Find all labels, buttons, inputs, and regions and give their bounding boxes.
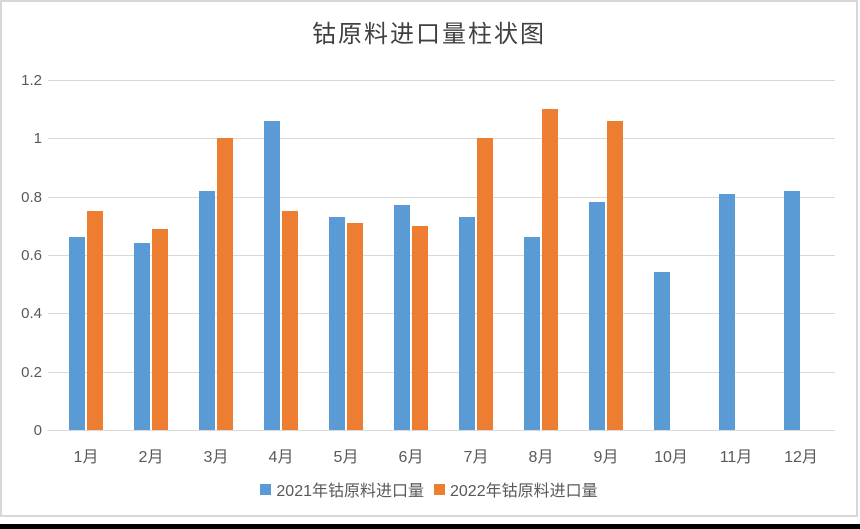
legend-swatch-icon bbox=[260, 483, 272, 495]
legend-swatch-icon bbox=[434, 483, 445, 495]
legend-label: 2021年钴原料进口量 bbox=[276, 483, 424, 500]
window-bottom-edge bbox=[0, 524, 860, 529]
chart-legend: 2021年钴原料进口量 2022年钴原料进口量 bbox=[0, 477, 858, 501]
legend-item-2022年钴原料进口量[interactable]: 2022年钴原料进口量 bbox=[434, 477, 598, 501]
legend-label: 2022年钴原料进口量 bbox=[450, 483, 598, 500]
chart-title: 钴原料进口量柱状图 bbox=[312, 22, 546, 48]
chart-frame bbox=[0, 0, 858, 517]
legend-item-2021年钴原料进口量[interactable]: 2021年钴原料进口量 bbox=[260, 477, 424, 501]
